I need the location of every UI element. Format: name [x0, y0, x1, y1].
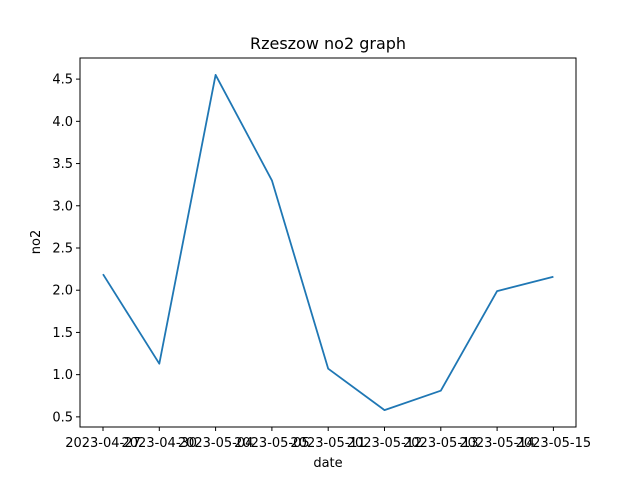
- x-tick-label: 2023-05-15: [516, 436, 592, 451]
- x-tick-label: 2023-04-30: [122, 436, 198, 451]
- y-tick-label: 3.0: [52, 199, 73, 214]
- y-tick-label: 2.5: [52, 241, 73, 256]
- x-tick-label: 2023-04-27: [65, 436, 141, 451]
- y-tick-label: 1.0: [52, 368, 73, 383]
- x-axis: 2023-04-272023-04-302023-05-042023-05-05…: [65, 427, 591, 451]
- x-tick-label: 2023-05-11: [290, 436, 366, 451]
- y-tick-label: 3.5: [52, 157, 73, 172]
- y-axis: 0.5 1.0 1.5 2.0 2.5 3.0 3.5 4.0 4.5: [52, 73, 80, 425]
- y-tick-label: 4.0: [52, 115, 73, 130]
- x-tick-label: 2023-05-14: [459, 436, 535, 451]
- y-tick-label: 2.0: [52, 284, 73, 299]
- x-tick-label: 2023-05-13: [403, 436, 479, 451]
- x-tick-label: 2023-05-05: [234, 436, 310, 451]
- y-tick-label: 1.5: [52, 326, 73, 341]
- x-tick-label: 2023-05-04: [178, 436, 254, 451]
- series-line-0: [102, 74, 554, 412]
- y-tick-label: 0.5: [52, 410, 73, 425]
- x-tick-label: 2023-05-12: [347, 436, 423, 451]
- y-tick-label: 4.5: [52, 73, 73, 88]
- x-axis-title: date: [313, 456, 342, 471]
- y-axis-title: no2: [29, 230, 44, 254]
- chart-title: Rzeszow no2 graph: [250, 34, 406, 53]
- series-layer: [102, 74, 554, 412]
